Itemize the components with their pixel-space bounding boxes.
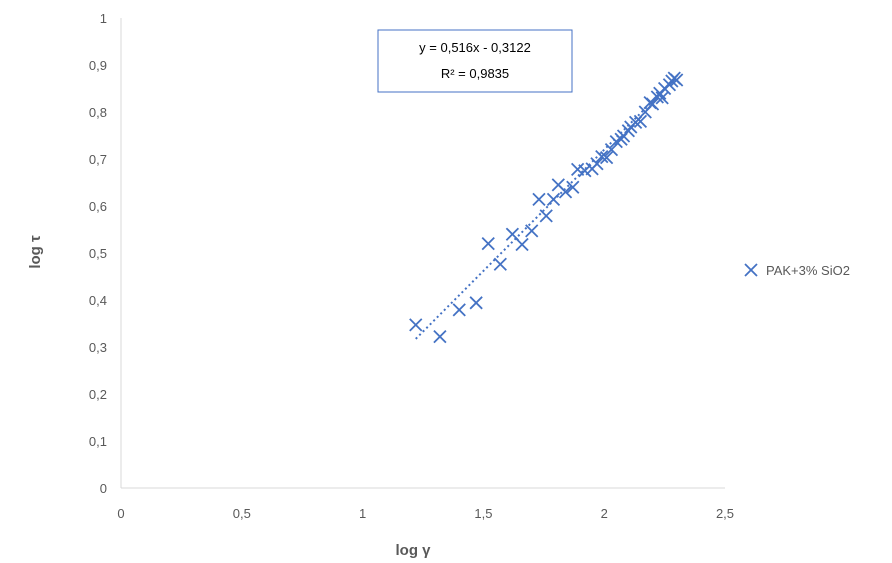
data-point <box>604 142 619 157</box>
y-tick-label: 0,6 <box>89 199 107 214</box>
data-point <box>433 330 447 344</box>
data-point <box>481 236 495 251</box>
data-point <box>525 224 539 238</box>
data-point <box>599 150 614 165</box>
data-point <box>590 157 604 171</box>
data-point <box>469 296 483 310</box>
data-point <box>645 97 660 111</box>
x-tick-labels: 0 0,5 1 1,5 2 2,5 <box>117 506 734 521</box>
trendline-equation: y = 0,516x - 0,3122 <box>419 40 531 55</box>
data-point <box>628 115 643 129</box>
trendline-group <box>415 76 678 340</box>
trendline <box>415 76 678 340</box>
legend-marker-x <box>744 263 758 277</box>
legend-marker-icon <box>744 263 758 277</box>
legend-label: PAK+3% SiO2 <box>766 263 850 278</box>
y-tick-label: 0,3 <box>89 340 107 355</box>
x-tick-label: 1 <box>359 506 366 521</box>
data-point <box>515 237 529 252</box>
data-points <box>409 71 684 344</box>
data-point <box>452 303 466 317</box>
data-point <box>566 180 580 194</box>
legend: PAK+3% SiO2 <box>744 263 850 278</box>
x-axis-title: log γ <box>395 542 431 559</box>
data-point <box>633 114 648 129</box>
data-point <box>546 192 561 207</box>
x-tick-label: 2 <box>601 506 608 521</box>
data-point <box>493 257 507 271</box>
y-tick-label: 0,4 <box>89 293 107 308</box>
x-tick-label: 0 <box>117 506 124 521</box>
y-tick-label: 0 <box>100 481 107 496</box>
data-point <box>558 185 573 199</box>
data-point <box>670 73 684 87</box>
data-point <box>662 78 677 92</box>
y-axis-title: log τ <box>27 235 44 269</box>
data-point <box>505 227 520 241</box>
y-tick-label: 1 <box>100 11 107 26</box>
y-tick-label: 0,8 <box>89 105 107 120</box>
trendline-equation-box: y = 0,516x - 0,3122 R² = 0,9835 <box>377 29 573 93</box>
plot-area <box>120 18 725 489</box>
trendline-r-squared: R² = 0,9835 <box>441 66 509 81</box>
y-tick-label: 0,2 <box>89 387 107 402</box>
x-tick-label: 2,5 <box>716 506 734 521</box>
x-tick-label: 0,5 <box>233 506 251 521</box>
y-tick-label: 0,7 <box>89 152 107 167</box>
y-tick-label: 0,9 <box>89 58 107 73</box>
data-point <box>539 209 553 223</box>
y-tick-labels: 0 0,1 0,2 0,3 0,4 0,5 0,6 0,7 0,8 0,9 1 <box>89 11 107 496</box>
data-point <box>409 318 423 332</box>
data-point <box>595 150 609 164</box>
y-tick-label: 0,1 <box>89 434 107 449</box>
data-point <box>532 192 546 207</box>
y-tick-label: 0,5 <box>89 246 107 261</box>
x-tick-label: 1,5 <box>474 506 492 521</box>
